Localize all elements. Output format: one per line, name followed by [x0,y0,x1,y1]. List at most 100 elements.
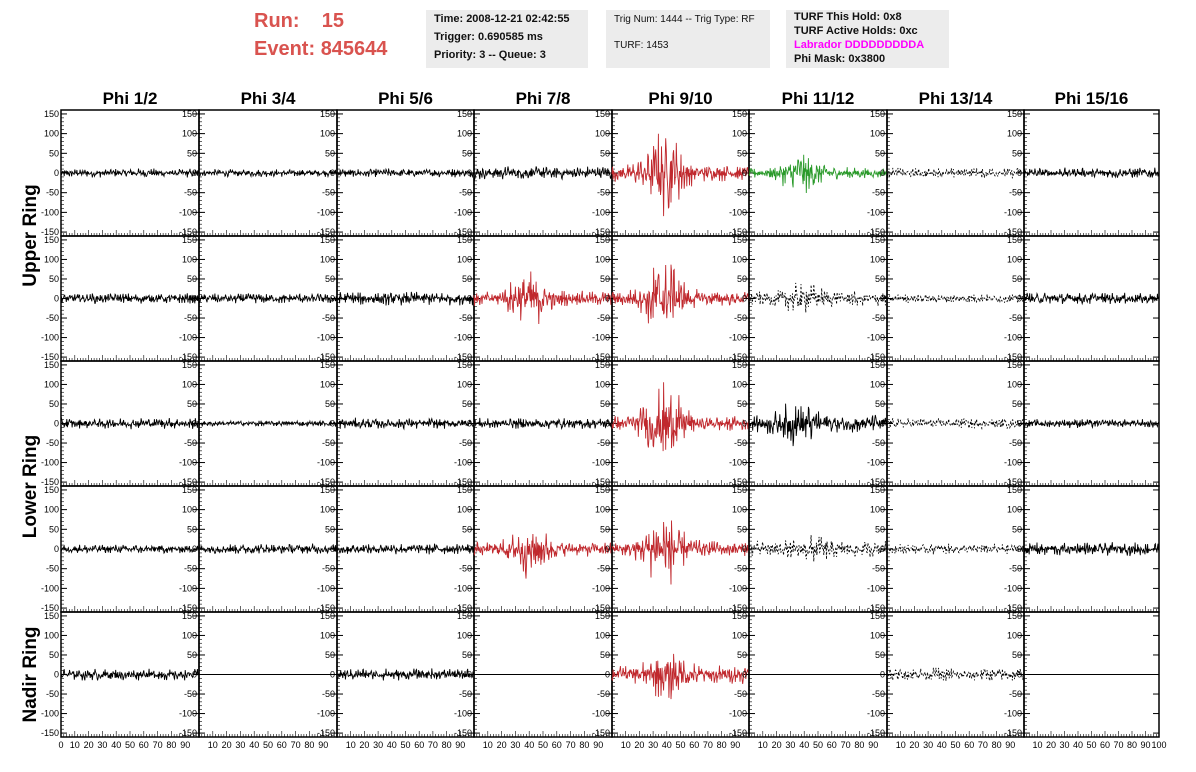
x-tick-label: 70 [703,740,713,750]
y-tick-label: 100 [870,254,885,264]
y-tick-label: -100 [729,333,747,343]
turf-hold-text: TURF This Hold: 0x8 [794,11,902,23]
x-tick-label: 70 [841,740,851,750]
y-tick-label: 150 [1007,109,1022,119]
y-tick-label: -50 [459,188,472,198]
y-tick-label: 50 [49,524,59,534]
y-tick-label: 100 [182,505,197,515]
column-label: Phi 5/6 [378,89,433,108]
x-tick-label: 70 [291,740,301,750]
waveform-trace [198,543,338,555]
y-tick-label: 150 [870,485,885,495]
waveform-trace [611,133,750,217]
x-tick-label: 30 [235,740,245,750]
phi-mask-text: Phi Mask: 0x3800 [794,53,886,65]
y-tick-label: 50 [187,399,197,409]
x-tick-label: 80 [854,740,864,750]
y-tick-label: 150 [595,611,610,621]
y-tick-label: -150 [867,728,885,738]
y-tick-label: -50 [734,564,747,574]
x-tick-label: 60 [689,740,699,750]
waveform-trace [886,294,1025,304]
event-value: 845644 [320,38,388,60]
y-tick-label: 100 [595,505,610,515]
y-tick-label: 100 [44,129,59,139]
y-tick-label: 0 [192,670,197,680]
x-tick-label: 80 [717,740,727,750]
y-tick-label: -100 [729,583,747,593]
y-tick-label: -50 [322,438,335,448]
y-tick-label: 150 [870,360,885,370]
y-tick-label: 100 [320,379,335,389]
y-tick-label: -150 [179,352,197,362]
x-tick-label: 60 [552,740,562,750]
x-tick-label: 50 [125,740,135,750]
y-tick-label: 100 [595,254,610,264]
time-info-box: Time: 2008-12-21 02:42:55 Trigger: 0.690… [426,10,588,68]
waveform-trace [473,166,613,182]
waveform-trace [748,535,888,562]
x-tick-label: 10 [208,740,218,750]
y-tick-label: 100 [732,505,747,515]
y-tick-label: 0 [330,670,335,680]
y-tick-label: 150 [732,235,747,245]
y-tick-label: 0 [742,544,747,554]
y-tick-label: 50 [49,148,59,158]
y-tick-label: 150 [44,360,59,370]
x-tick-label: 90 [455,740,465,750]
column-label: Phi 1/2 [103,89,158,108]
trigger-info-box: Trig Num: 1444 -- Trig Type: RF TURF: 14… [606,10,770,68]
y-tick-label: -100 [454,207,472,217]
y-tick-label: -50 [1009,564,1022,574]
y-tick-label: 0 [54,294,59,304]
x-tick-label: 80 [579,740,589,750]
y-tick-label: 0 [605,168,610,178]
y-tick-label: -50 [734,313,747,323]
y-tick-label: 0 [1017,168,1022,178]
y-tick-label: -100 [41,207,59,217]
y-tick-label: -150 [317,728,335,738]
y-tick-label: -100 [179,458,197,468]
y-tick-label: -150 [592,227,610,237]
x-tick-label: 60 [139,740,149,750]
run-value: 15 [321,10,345,32]
y-tick-label: 50 [325,650,335,660]
waveform-trace [60,544,200,555]
y-tick-label: 100 [320,630,335,640]
y-tick-label: -150 [317,352,335,362]
ring-label: Upper Ring [20,184,41,286]
y-tick-label: -100 [1004,709,1022,719]
x-tick-label: 60 [1100,740,1110,750]
waveform-trace [336,417,475,431]
y-tick-label: 50 [600,399,610,409]
y-tick-label: 150 [457,235,472,245]
y-tick-label: 0 [1017,670,1022,680]
y-tick-label: 100 [457,505,472,515]
y-tick-label: -150 [41,728,59,738]
y-tick-label: 100 [182,379,197,389]
x-tick-label: 90 [318,740,328,750]
y-tick-label: 0 [742,419,747,429]
turf-active-text: TURF Active Holds: 0xc [794,25,918,37]
turf-text: TURF: 1453 [614,40,669,51]
y-tick-label: -100 [867,709,885,719]
x-tick-label: 40 [937,740,947,750]
column-label: Phi 11/12 [782,89,855,108]
y-tick-label: 100 [870,630,885,640]
y-tick-label: 50 [462,650,472,660]
y-tick-label: 150 [182,360,197,370]
x-tick-label: 70 [428,740,438,750]
y-tick-label: -50 [459,438,472,448]
y-tick-label: 0 [742,670,747,680]
y-tick-label: -50 [1009,313,1022,323]
y-tick-label: 100 [457,630,472,640]
y-tick-label: -100 [454,583,472,593]
y-tick-label: -50 [46,188,59,198]
y-tick-label: 150 [320,485,335,495]
y-tick-label: -100 [179,583,197,593]
x-tick-label: 40 [387,740,397,750]
y-tick-label: -150 [1004,603,1022,613]
y-tick-label: 100 [1007,505,1022,515]
y-tick-label: -100 [1004,207,1022,217]
